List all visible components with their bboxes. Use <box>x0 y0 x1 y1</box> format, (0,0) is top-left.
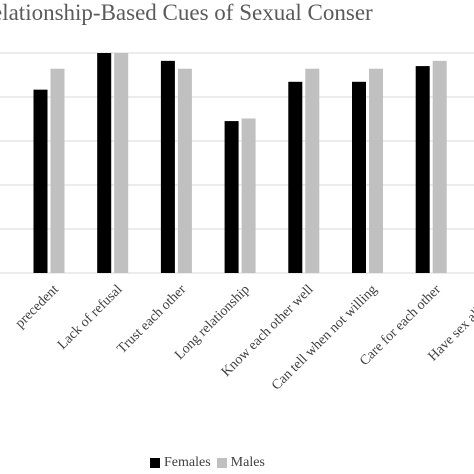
bar-females-4 <box>288 81 303 273</box>
legend: Females Males <box>150 455 265 471</box>
bar-males-6 <box>432 60 447 273</box>
bar-males-2 <box>177 68 192 273</box>
x-tick-label-1: Lack of refusal <box>55 282 126 353</box>
bar-females-5 <box>352 81 366 273</box>
bar-males-0 <box>50 68 65 273</box>
legend-swatch-males <box>216 458 227 468</box>
x-tick-label-0: precedent <box>13 282 62 331</box>
bar-females-0 <box>33 89 48 274</box>
bar-females-2 <box>160 60 175 273</box>
bar-males-5 <box>369 68 383 273</box>
chart-title: elationship-Based Cues of Sexual Conser <box>0 0 373 25</box>
bar-females-6 <box>415 66 430 273</box>
legend-swatch-females <box>150 458 160 468</box>
bar-males-1 <box>114 53 129 273</box>
legend-label-females: Females <box>164 455 211 470</box>
bar-males-3 <box>241 118 256 273</box>
bar-males-4 <box>305 68 320 273</box>
bar-females-3 <box>224 121 239 273</box>
legend-item-males: Males <box>216 455 265 471</box>
legend-label-males: Males <box>230 455 265 470</box>
x-tick-label-5: Can tell when not willing <box>269 282 380 393</box>
bar-females-1 <box>97 53 112 273</box>
legend-item-females: Females <box>150 455 211 471</box>
